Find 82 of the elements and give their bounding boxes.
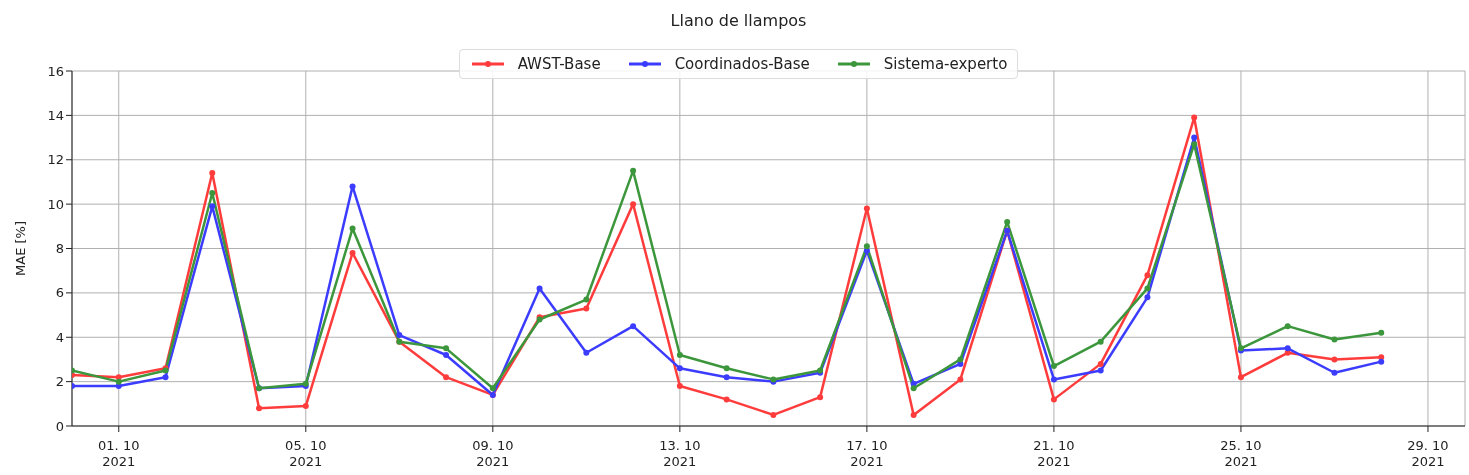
legend-label: AWST-Base — [516, 55, 601, 73]
point — [1097, 367, 1104, 374]
point — [1144, 285, 1151, 292]
point — [583, 296, 590, 303]
point — [1331, 336, 1338, 343]
x-tick-label: 29. 10 2021 — [1407, 438, 1449, 469]
point — [443, 352, 450, 358]
point — [1004, 218, 1011, 225]
point — [583, 349, 590, 356]
point — [770, 411, 777, 418]
point — [1284, 323, 1291, 330]
point — [1144, 294, 1151, 301]
point — [863, 205, 870, 212]
point — [910, 385, 917, 392]
point — [957, 356, 964, 363]
chart-title: Llano de llampos — [669, 10, 808, 32]
point — [676, 365, 683, 372]
y-tick-label: 6 — [55, 285, 64, 301]
point — [1144, 272, 1151, 279]
point — [396, 332, 403, 339]
point — [1050, 396, 1057, 403]
x-tick-label: 09. 10 2021 — [472, 438, 514, 469]
point — [676, 352, 683, 358]
x-tick-label: 25. 10 2021 — [1220, 438, 1262, 469]
point — [630, 201, 637, 208]
point — [489, 385, 496, 392]
point — [1237, 374, 1244, 381]
point — [302, 403, 309, 410]
legend-label: Coordinados-Base — [673, 55, 810, 73]
point — [817, 394, 824, 401]
y-tick-label: 8 — [55, 241, 64, 257]
point — [209, 190, 216, 197]
y-tick-label: 10 — [47, 196, 64, 212]
point — [1191, 134, 1198, 141]
point — [957, 376, 964, 383]
point — [723, 365, 730, 372]
point — [1284, 345, 1291, 352]
point — [162, 374, 169, 381]
y-tick-label: 14 — [47, 107, 64, 123]
legend-label: Sistema-experto — [882, 55, 1008, 73]
point — [1378, 329, 1385, 336]
point — [1331, 369, 1338, 376]
point — [1097, 338, 1104, 345]
point — [115, 378, 122, 385]
point — [443, 374, 450, 381]
x-tick-label: 05. 10 2021 — [285, 438, 327, 469]
point — [115, 374, 122, 381]
point — [1284, 349, 1291, 356]
point — [349, 183, 356, 190]
x-tick-label: 17. 10 2021 — [846, 438, 888, 469]
point — [723, 396, 730, 403]
y-tick-label: 12 — [47, 152, 64, 168]
point — [536, 285, 543, 292]
y-tick-label: 4 — [55, 329, 64, 345]
point — [863, 243, 870, 250]
y-tick-label: 0 — [55, 418, 64, 434]
y-axis-title: MAE [%] — [12, 221, 28, 276]
point — [1331, 356, 1338, 363]
point — [1378, 358, 1385, 365]
point — [443, 345, 450, 352]
point — [1050, 376, 1057, 383]
point — [630, 323, 637, 330]
point — [910, 411, 917, 418]
x-tick-label: 21. 10 2021 — [1033, 438, 1075, 469]
point — [209, 203, 216, 210]
point — [1378, 354, 1385, 361]
point — [1191, 114, 1198, 121]
point — [209, 170, 216, 177]
x-tick-label: 01. 10 2021 — [98, 438, 140, 469]
y-tick-label: 2 — [55, 374, 64, 390]
point — [349, 249, 356, 256]
point — [1097, 360, 1104, 367]
x-tick-label: 13. 10 2021 — [659, 438, 701, 469]
point — [583, 305, 590, 312]
point — [256, 405, 263, 412]
point — [1050, 363, 1057, 370]
y-tick-label: 16 — [47, 63, 64, 79]
point — [349, 225, 356, 232]
point — [676, 383, 683, 390]
point — [723, 374, 730, 381]
point — [630, 167, 637, 174]
point — [1191, 141, 1198, 148]
